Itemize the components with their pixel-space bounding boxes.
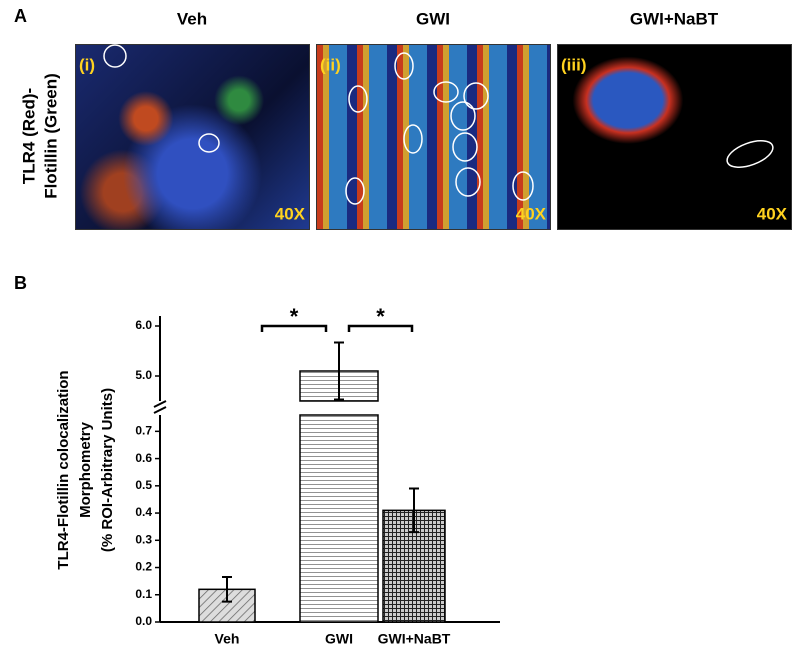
y-axis-label: (% ROI-Arbitrary Units) xyxy=(99,388,116,552)
column-title: Veh xyxy=(177,9,207,28)
column-title: GWI+NaBT xyxy=(630,9,719,28)
y-tick-label: 0.3 xyxy=(135,532,152,546)
x-tick-label: Veh xyxy=(215,631,240,647)
roi-circle xyxy=(403,124,423,154)
image-tag: (iii) xyxy=(561,55,587,74)
roi-circle xyxy=(726,140,774,168)
roi-circle xyxy=(463,82,489,110)
bar xyxy=(299,414,379,623)
y-tick-label: 0.2 xyxy=(135,560,152,574)
y-tick-label: 0.7 xyxy=(135,424,152,438)
magnification: 40X xyxy=(757,204,788,223)
y-tick-label: 6.0 xyxy=(135,318,152,332)
roi-circle xyxy=(394,52,414,80)
magnification: 40X xyxy=(516,204,547,223)
x-tick-label: GWI xyxy=(325,631,353,647)
y-tick-label: 0.5 xyxy=(135,478,152,492)
significance-label: * xyxy=(290,304,299,329)
y-tick-label: 0.1 xyxy=(135,587,152,601)
panel-label: B xyxy=(14,273,27,293)
y-tick-label: 5.0 xyxy=(135,368,152,382)
micrograph xyxy=(75,44,310,230)
significance-bracket xyxy=(347,324,414,332)
roi-circle xyxy=(512,171,534,201)
y-axis-label: Morphometry xyxy=(77,421,94,517)
micrograph xyxy=(316,44,551,230)
roi-circle xyxy=(348,85,368,113)
x-tick-label: GWI+NaBT xyxy=(378,631,451,647)
image-tag: (i) xyxy=(79,55,95,74)
significance-label: * xyxy=(376,304,385,329)
y-label: Flotillin (Green) xyxy=(41,73,60,199)
roi-circle xyxy=(198,133,220,153)
roi-circle xyxy=(452,132,478,162)
roi-circle xyxy=(450,101,476,131)
error-bar xyxy=(222,576,232,603)
error-bar xyxy=(334,341,344,401)
column-title: GWI xyxy=(416,9,450,28)
y-tick-label: 0.4 xyxy=(135,505,152,519)
micrograph xyxy=(557,44,792,230)
roi-circle xyxy=(103,44,127,68)
y-tick-label: 0.6 xyxy=(135,451,152,465)
y-label: TLR4 (Red)- xyxy=(19,88,38,184)
roi-circle xyxy=(455,167,481,197)
image-tag: (ii) xyxy=(320,55,341,74)
roi-circle xyxy=(345,177,365,205)
axis-break xyxy=(153,400,167,414)
magnification: 40X xyxy=(275,204,306,223)
error-bar xyxy=(409,487,419,534)
y-axis-label: TLR4-Flotillin colocalization xyxy=(55,370,72,569)
panel-label: A xyxy=(14,6,27,26)
roi-circle xyxy=(433,81,459,103)
y-tick-label: 0.0 xyxy=(135,614,152,628)
significance-bracket xyxy=(260,324,328,332)
